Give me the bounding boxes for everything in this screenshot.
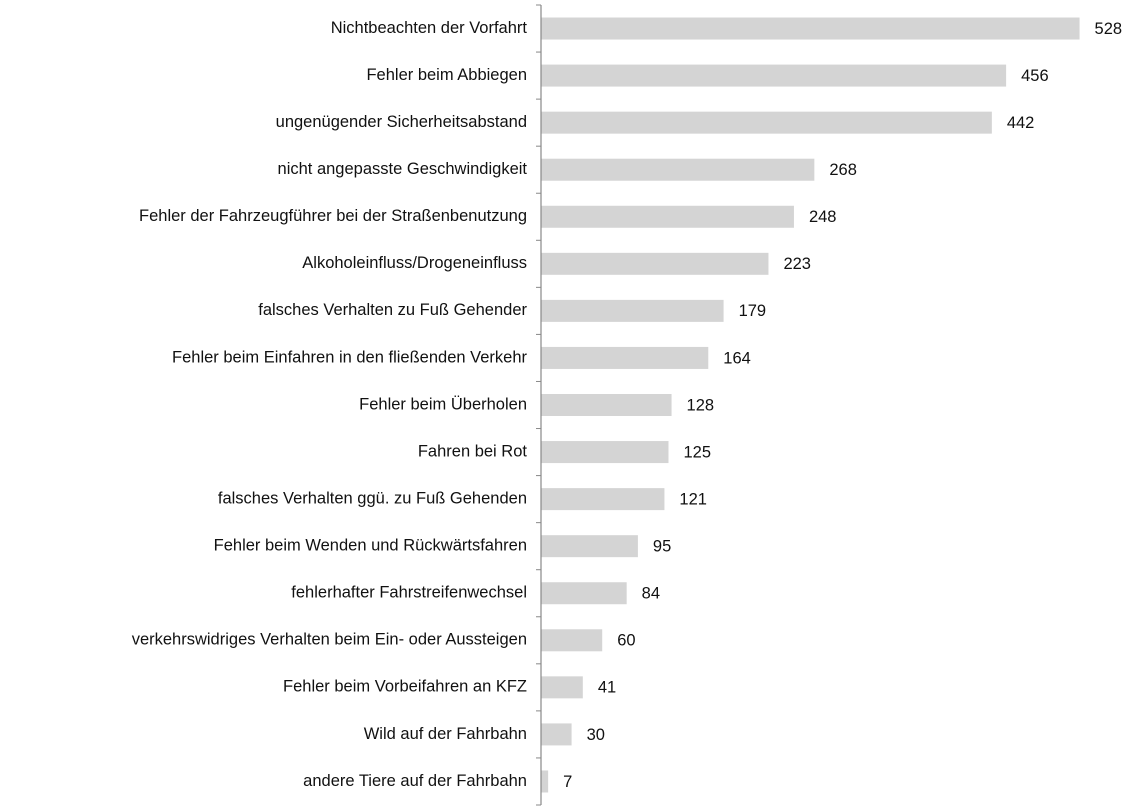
bar bbox=[541, 629, 603, 652]
value-label: 164 bbox=[723, 349, 751, 367]
category-label: Fehler beim Abbiegen bbox=[366, 66, 527, 84]
bar bbox=[541, 535, 638, 558]
bar bbox=[541, 252, 769, 275]
value-label: 456 bbox=[1021, 67, 1049, 85]
bar bbox=[541, 158, 815, 181]
bar bbox=[541, 17, 1080, 40]
value-label: 223 bbox=[783, 255, 811, 273]
value-label: 60 bbox=[617, 632, 635, 650]
bar bbox=[541, 441, 669, 464]
value-label: 7 bbox=[563, 773, 572, 791]
category-label: falsches Verhalten ggü. zu Fuß Gehenden bbox=[218, 489, 527, 507]
value-label: 121 bbox=[679, 490, 707, 508]
category-label: andere Tiere auf der Fahrbahn bbox=[303, 772, 527, 790]
value-label: 125 bbox=[684, 443, 712, 461]
value-label: 248 bbox=[809, 208, 837, 226]
category-label: ungenügender Sicherheitsabstand bbox=[276, 113, 527, 131]
bar bbox=[541, 64, 1007, 87]
category-label: nicht angepasste Geschwindigkeit bbox=[278, 160, 528, 178]
category-label: fehlerhafter Fahrstreifenwechsel bbox=[291, 584, 527, 602]
bar bbox=[541, 488, 665, 511]
bar bbox=[541, 111, 992, 134]
category-label: Fehler der Fahrzeugführer bei der Straße… bbox=[139, 207, 527, 225]
value-label: 84 bbox=[642, 585, 660, 603]
bar bbox=[541, 723, 572, 746]
category-label: verkehrswidriges Verhalten beim Ein- ode… bbox=[132, 631, 527, 649]
value-label: 30 bbox=[587, 726, 605, 744]
bar bbox=[541, 394, 672, 416]
category-label: Fehler beim Wenden und Rückwärtsfahren bbox=[214, 537, 527, 555]
value-label: 179 bbox=[739, 302, 767, 320]
value-label: 442 bbox=[1007, 114, 1035, 132]
category-label: Alkoholeinfluss/Drogeneinfluss bbox=[302, 254, 527, 272]
category-label: Fehler beim Einfahren in den fließenden … bbox=[172, 348, 527, 366]
value-label: 41 bbox=[598, 679, 616, 697]
bar bbox=[541, 346, 709, 369]
category-label: Fehler beim Vorbeifahren an KFZ bbox=[283, 678, 527, 696]
bar bbox=[541, 205, 794, 228]
bar bbox=[541, 676, 583, 699]
bar bbox=[541, 770, 549, 793]
category-label: Fahren bei Rot bbox=[418, 442, 528, 460]
value-label: 528 bbox=[1095, 20, 1123, 38]
bar bbox=[541, 582, 627, 605]
category-label: Nichtbeachten der Vorfahrt bbox=[331, 19, 528, 37]
bar bbox=[541, 299, 724, 322]
category-label: Wild auf der Fahrbahn bbox=[364, 725, 527, 743]
value-label: 95 bbox=[653, 538, 671, 556]
category-label: falsches Verhalten zu Fuß Gehender bbox=[258, 301, 527, 319]
category-label: Fehler beim Überholen bbox=[359, 395, 527, 413]
value-label: 268 bbox=[829, 161, 857, 179]
value-label: 128 bbox=[687, 396, 715, 414]
